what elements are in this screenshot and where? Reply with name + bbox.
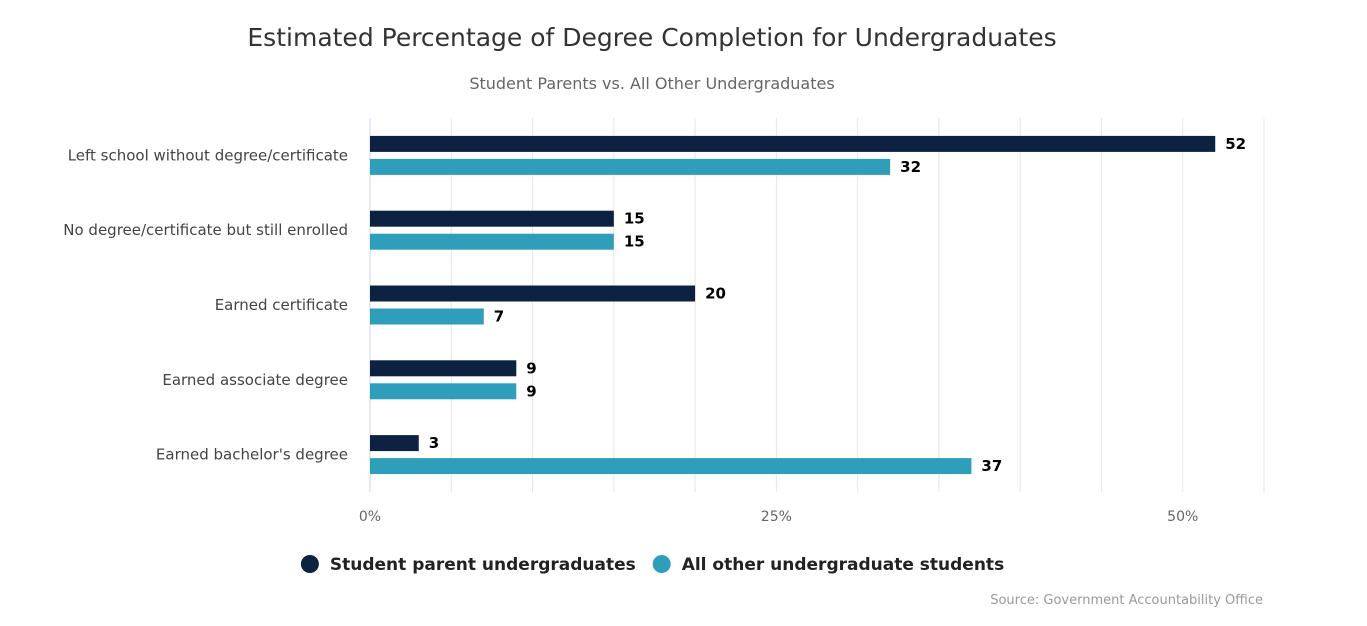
bar[interactable] (370, 308, 484, 325)
grid (369, 118, 1265, 492)
data-label: 15 (624, 210, 645, 228)
category-label: Earned associate degree (162, 371, 348, 389)
data-label: 3 (429, 434, 439, 452)
data-label: 7 (494, 308, 504, 326)
category-label: Earned bachelor's degree (156, 446, 348, 464)
data-label: 52 (1225, 135, 1246, 153)
tick-label: 0% (359, 509, 381, 525)
bar[interactable] (370, 135, 1216, 152)
data-label: 37 (981, 457, 1002, 475)
bar[interactable] (370, 158, 891, 175)
value-axis: 0% 25% 50% (359, 509, 1198, 525)
bar[interactable] (370, 360, 517, 377)
data-label: 9 (526, 359, 536, 377)
bars (370, 135, 1216, 475)
data-label: 15 (624, 233, 645, 251)
data-labels: 52 32 15 15 20 7 9 9 3 37 (429, 135, 1246, 475)
legend-marker (300, 555, 319, 573)
category-axis: Left school without degree/certificate No… (63, 146, 348, 463)
bar[interactable] (370, 435, 419, 452)
chart-subtitle: Student Parents vs. All Other Undergradu… (469, 74, 834, 93)
data-label: 9 (526, 382, 536, 400)
bar[interactable] (370, 210, 614, 227)
data-label: 32 (900, 158, 921, 176)
bar[interactable] (370, 383, 517, 400)
legend-marker (652, 555, 671, 573)
legend-item[interactable]: All other undergraduate students (652, 555, 1005, 575)
legend-item[interactable]: Student parent undergraduates (300, 555, 636, 575)
category-label: No degree/certificate but still enrolled (63, 221, 348, 239)
bar[interactable] (370, 233, 614, 250)
category-label: Earned certificate (215, 296, 348, 314)
tick-label: 50% (1167, 509, 1198, 525)
legend-label: Student parent undergraduates (330, 555, 636, 575)
category-label: Left school without degree/certificate (68, 146, 348, 164)
tick-label: 25% (761, 509, 792, 525)
legend-label: All other undergraduate students (682, 555, 1005, 575)
bar[interactable] (370, 285, 696, 302)
legend: Student parent undergraduates All other u… (300, 555, 1005, 575)
source-note: Source: Government Accountability Office (990, 593, 1263, 608)
data-label: 20 (705, 285, 726, 303)
bar[interactable] (370, 458, 972, 475)
chart-title: Estimated Percentage of Degree Completio… (247, 23, 1056, 52)
